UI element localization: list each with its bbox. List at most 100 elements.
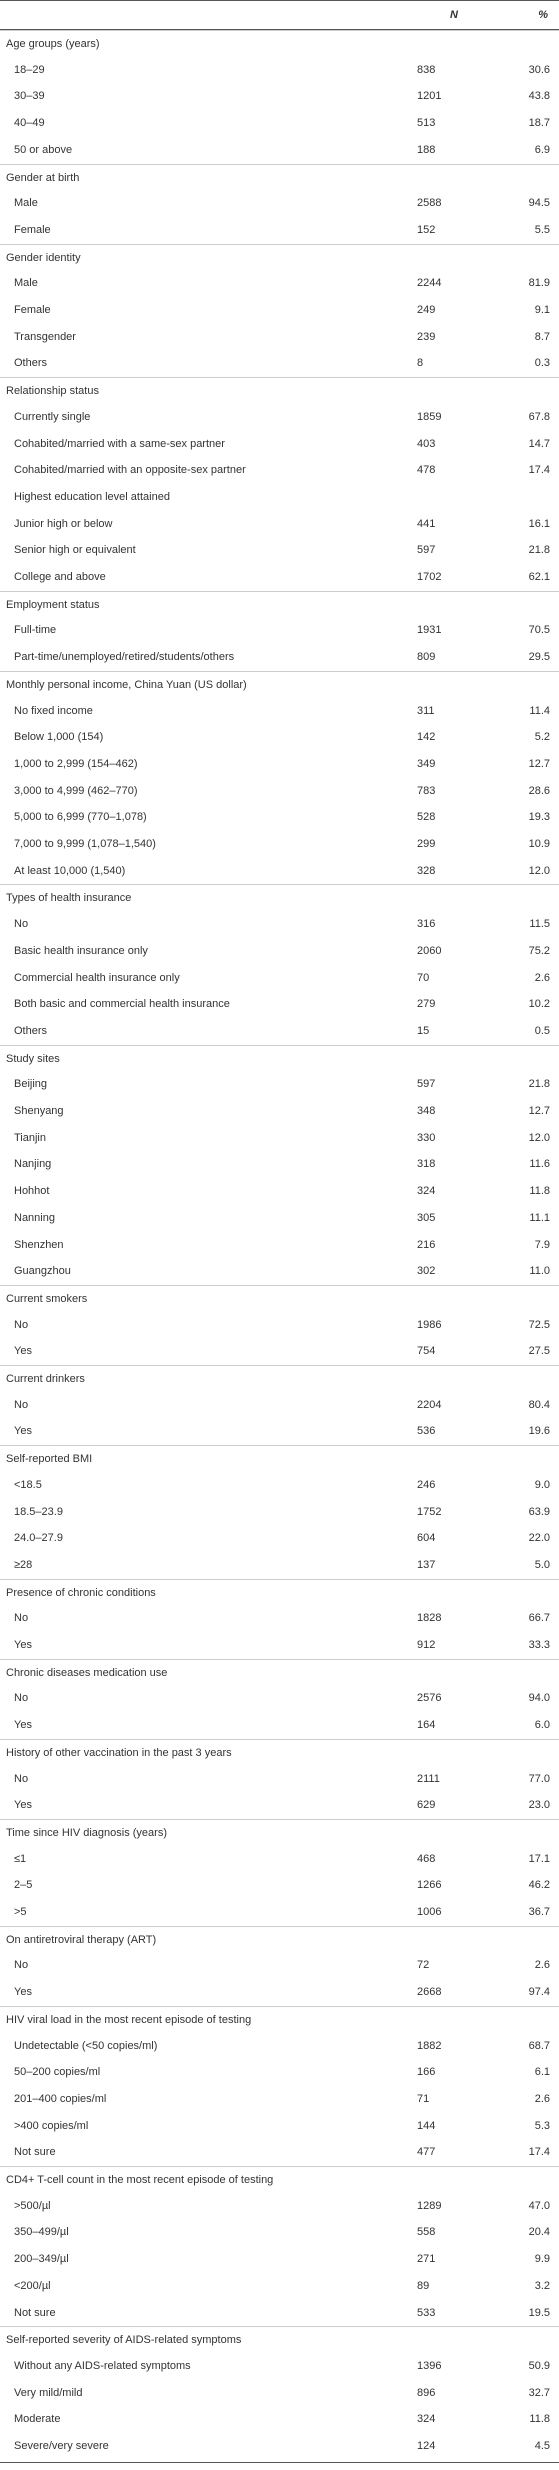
row-label: 200–349/µl <box>14 2253 69 2266</box>
count-cell: 912 <box>417 1639 436 1651</box>
row-label: Basic health insurance only <box>14 944 148 957</box>
table-row: Yes 2668 97.4 <box>0 1979 559 2006</box>
count-cell: 328 <box>417 864 436 877</box>
count-cell: 528 <box>417 811 436 824</box>
table-row: Undetectable (<50 copies/ml) 1882 68.7 <box>0 2033 559 2060</box>
section-title: Current drinkers <box>6 1373 85 1385</box>
row-label: Undetectable (<50 copies/ml) <box>14 2039 158 2052</box>
count-cell: 533 <box>417 2306 436 2319</box>
percent-cell: 66.7 <box>528 1612 550 1625</box>
count-cell: 558 <box>417 2226 436 2239</box>
row-label: Junior high or below <box>14 517 113 530</box>
percent-cell: 16.1 <box>528 517 550 530</box>
section-title: History of other vaccination in the past… <box>6 1746 232 1759</box>
row-label: Others <box>14 357 48 370</box>
percent-cell: 63.9 <box>528 1505 550 1518</box>
section-title: Current smokers <box>6 1292 88 1305</box>
section-row: Study sites <box>0 1044 559 1072</box>
count-cell: 896 <box>417 2386 436 2399</box>
table-row: Nanning 305 11.1 <box>0 1205 559 1232</box>
row-label: Shenyang <box>14 1105 64 1117</box>
table-row: No 72 2.6 <box>0 1952 559 1979</box>
percent-cell: 47.0 <box>528 2199 550 2212</box>
percent-cell: 14.7 <box>528 437 550 450</box>
percent-cell: 80.4 <box>528 1398 550 1411</box>
count-cell: 629 <box>417 1799 436 1812</box>
count-cell: 137 <box>417 1558 436 1571</box>
row-label: Male <box>14 277 38 290</box>
row-label: ≤1 <box>14 1852 27 1865</box>
percent-cell: 5.5 <box>534 223 550 236</box>
table-row: Male 2244 81.9 <box>0 270 559 297</box>
percent-cell: 72.5 <box>528 1318 550 1331</box>
percent-cell: 2.6 <box>534 2092 550 2105</box>
percent-cell: 12.0 <box>528 864 550 877</box>
row-label: Yes <box>14 1345 32 1358</box>
percent-cell: 6.1 <box>534 2066 550 2079</box>
table-row: Currently single 1859 67.8 <box>0 404 559 431</box>
row-label: Female <box>14 304 51 316</box>
row-label: Yes <box>14 1799 32 1812</box>
section-row: HIV viral load in the most recent episod… <box>0 2005 559 2033</box>
count-cell: 142 <box>417 731 436 744</box>
row-label: College and above <box>14 571 106 583</box>
percent-cell: 33.3 <box>528 1639 550 1651</box>
count-cell: 318 <box>417 1158 436 1171</box>
percent-cell: 70.5 <box>528 624 550 637</box>
section-title: Study sites <box>6 1052 60 1065</box>
table-row: <200/µl 89 3.2 <box>0 2273 559 2300</box>
table-row: 18–29 838 30.6 <box>0 57 559 84</box>
percent-cell: 10.9 <box>528 838 550 850</box>
count-cell: 246 <box>417 1478 436 1491</box>
table-row: Hohhot 324 11.8 <box>0 1178 559 1205</box>
count-cell: 1006 <box>417 1906 442 1918</box>
count-cell: 330 <box>417 1131 436 1144</box>
table-row: 201–400 copies/ml 71 2.6 <box>0 2086 559 2113</box>
count-cell: 1931 <box>417 624 442 637</box>
count-cell: 299 <box>417 838 436 850</box>
row-label: Without any AIDS-related symptoms <box>14 2359 191 2372</box>
row-label: Currently single <box>14 410 91 423</box>
percent-cell: 18.7 <box>528 117 550 130</box>
table-row: No 1986 72.5 <box>0 1312 559 1339</box>
percent-cell: 23.0 <box>528 1799 550 1812</box>
table-row: No 2204 80.4 <box>0 1392 559 1419</box>
row-label: 50–200 copies/ml <box>14 2066 101 2079</box>
percent-cell: 50.9 <box>528 2359 550 2372</box>
section-title: Monthly personal income, China Yuan (US … <box>6 678 247 691</box>
table-row: Full-time 1931 70.5 <box>0 617 559 644</box>
percent-cell: 12.7 <box>528 1105 550 1117</box>
count-cell: 89 <box>417 2279 430 2292</box>
row-label: Tianjin <box>14 1131 46 1144</box>
count-cell: 2111 <box>417 1772 440 1785</box>
count-cell: 302 <box>417 1265 436 1278</box>
percent-cell: 21.8 <box>528 1078 550 1091</box>
section-title: Relationship status <box>6 385 99 398</box>
count-cell: 71 <box>417 2092 430 2105</box>
row-label: 18.5–23.9 <box>14 1505 63 1518</box>
section-row: Self-reported severity of AIDS-related s… <box>0 2326 559 2353</box>
row-label: Yes <box>14 1719 32 1732</box>
section-row: Monthly personal income, China Yuan (US … <box>0 670 559 698</box>
table-row: Yes 164 6.0 <box>0 1712 559 1739</box>
row-label: No <box>14 1692 29 1705</box>
row-label: Yes <box>14 1986 32 1999</box>
row-label: Hohhot <box>14 1185 50 1198</box>
count-cell: 72 <box>417 1959 430 1972</box>
percent-cell: 32.7 <box>528 2386 550 2399</box>
row-label: Guangzhou <box>14 1265 71 1278</box>
table-row: ≤1 468 17.1 <box>0 1846 559 1873</box>
table-row: 18.5–23.9 1752 63.9 <box>0 1499 559 1526</box>
section-row: Relationship status <box>0 377 559 404</box>
section-title: HIV viral load in the most recent episod… <box>6 2013 252 2026</box>
row-label: 201–400 copies/ml <box>14 2092 107 2105</box>
row-label: Others <box>14 1024 48 1037</box>
percent-cell: 3.2 <box>534 2279 550 2292</box>
percent-cell: 20.4 <box>528 2226 550 2239</box>
count-cell: 2668 <box>417 1986 442 1999</box>
percent-cell: 11.4 <box>529 704 550 717</box>
percent-cell: 12.0 <box>528 1131 550 1144</box>
count-cell: 783 <box>417 784 436 797</box>
row-label: Yes <box>14 1425 32 1438</box>
table-row: No 1828 66.7 <box>0 1605 559 1632</box>
